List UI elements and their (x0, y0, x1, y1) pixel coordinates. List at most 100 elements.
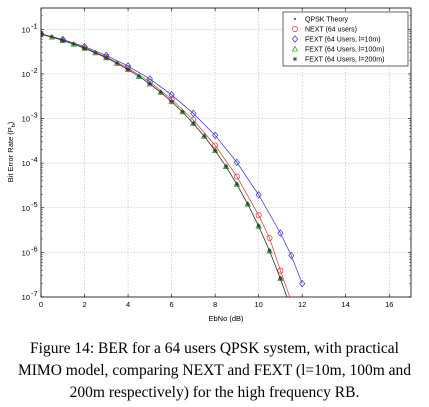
y-tick-label: 10 (22, 248, 30, 257)
data-point (82, 46, 87, 51)
data-point (278, 276, 283, 281)
legend-marker (292, 26, 298, 32)
star-stroke (148, 82, 152, 86)
star-stroke (256, 224, 261, 228)
data-point (60, 38, 65, 43)
data-point (266, 235, 273, 241)
legend-entry: NEXT (64 users) (292, 26, 357, 34)
data-point (288, 251, 295, 260)
y-tick-label: 10 (22, 25, 30, 34)
y-tick-label: 10 (22, 159, 30, 168)
y-tick-exponent: -1 (31, 21, 38, 30)
star-stroke (290, 308, 293, 311)
plot-frame (40, 7, 412, 298)
legend-marker (291, 45, 299, 52)
x-tick-label: 6 (170, 300, 174, 309)
data-point (212, 131, 219, 140)
legend-label: FEXT (64 Users, l=10m) (305, 37, 381, 44)
star-stroke (213, 148, 217, 153)
data-point (190, 109, 197, 118)
star-stroke (158, 90, 163, 95)
y-tick-label: 10 (22, 70, 30, 79)
data-point (289, 307, 294, 312)
star-stroke (104, 56, 109, 60)
x-tick-label: 2 (82, 300, 86, 309)
series-layer (41, 30, 306, 312)
y-tick-exponent: -3 (31, 111, 38, 120)
star-stroke (93, 51, 98, 55)
star-stroke (169, 99, 174, 104)
data-point (289, 299, 294, 304)
star-stroke (41, 32, 43, 35)
series-line (41, 33, 288, 297)
x-tick-label: 4 (126, 300, 130, 309)
data-point (136, 74, 142, 79)
legend-entry: FEXT (64 Users, l=10m) (291, 35, 381, 44)
x-tick-label: 8 (213, 300, 217, 309)
figure-caption: Figure 14: BER for a 64 users QPSK syste… (17, 340, 412, 401)
x-tick-label: 10 (254, 300, 262, 309)
star-stroke (235, 182, 239, 187)
star-stroke (50, 35, 54, 39)
data-point (267, 248, 272, 254)
data-point (277, 267, 284, 274)
legend-entry: FEXT (64 Users, l=100m) (291, 45, 384, 54)
star-stroke (126, 67, 130, 72)
data-point (41, 31, 44, 37)
legend-marker (291, 35, 299, 43)
star-stroke (115, 61, 119, 66)
data-point (245, 202, 250, 207)
data-point (104, 55, 109, 61)
data-point (255, 191, 262, 199)
series-4 (41, 31, 293, 311)
data-point (71, 41, 76, 47)
data-point (233, 158, 240, 167)
y-tick-exponent: -4 (31, 155, 38, 164)
x-axis-label: EbNo (dB) (208, 314, 244, 323)
data-point (202, 134, 207, 139)
data-point (277, 229, 284, 237)
legend-label: QPSK Theory (305, 17, 349, 24)
star-stroke (290, 308, 293, 311)
legend-label: FEXT (64 Users, l=200m) (305, 57, 384, 64)
x-tick-label: 16 (385, 300, 393, 309)
data-point (223, 164, 229, 169)
legend-entry: QPSK Theory (294, 17, 349, 24)
y-tick-label: 10 (22, 293, 30, 302)
star-stroke (191, 121, 196, 126)
data-point (147, 81, 153, 87)
data-point (49, 34, 55, 40)
star-stroke (180, 110, 185, 114)
y-tick-label: 10 (22, 204, 30, 213)
series-1 (41, 31, 294, 304)
data-point (114, 61, 120, 66)
data-point (255, 212, 262, 219)
star-stroke (82, 46, 87, 51)
star-stroke (267, 249, 272, 253)
legend-marker (292, 56, 298, 62)
data-point (289, 307, 293, 311)
data-point (180, 109, 185, 115)
data-point (191, 121, 196, 126)
x-tick-label: 12 (298, 300, 306, 309)
y-axis-label: Bit Error Rate (Pb) (6, 121, 17, 182)
star-stroke (278, 276, 283, 281)
data-point (93, 50, 98, 56)
y-tick-exponent: -6 (31, 244, 38, 253)
legend-box (282, 11, 409, 67)
star-stroke (202, 134, 206, 138)
star-stroke (246, 202, 250, 206)
data-point (169, 99, 174, 104)
y-tick-exponent: -7 (31, 289, 38, 298)
series-line (41, 34, 291, 297)
star-stroke (137, 74, 141, 79)
y-tick-label: 10 (22, 115, 30, 124)
series-line (41, 33, 288, 297)
data-point (41, 30, 45, 38)
star-stroke (71, 42, 76, 46)
series-0 (41, 33, 282, 280)
data-point (168, 91, 175, 99)
y-tick-exponent: -2 (31, 66, 38, 75)
